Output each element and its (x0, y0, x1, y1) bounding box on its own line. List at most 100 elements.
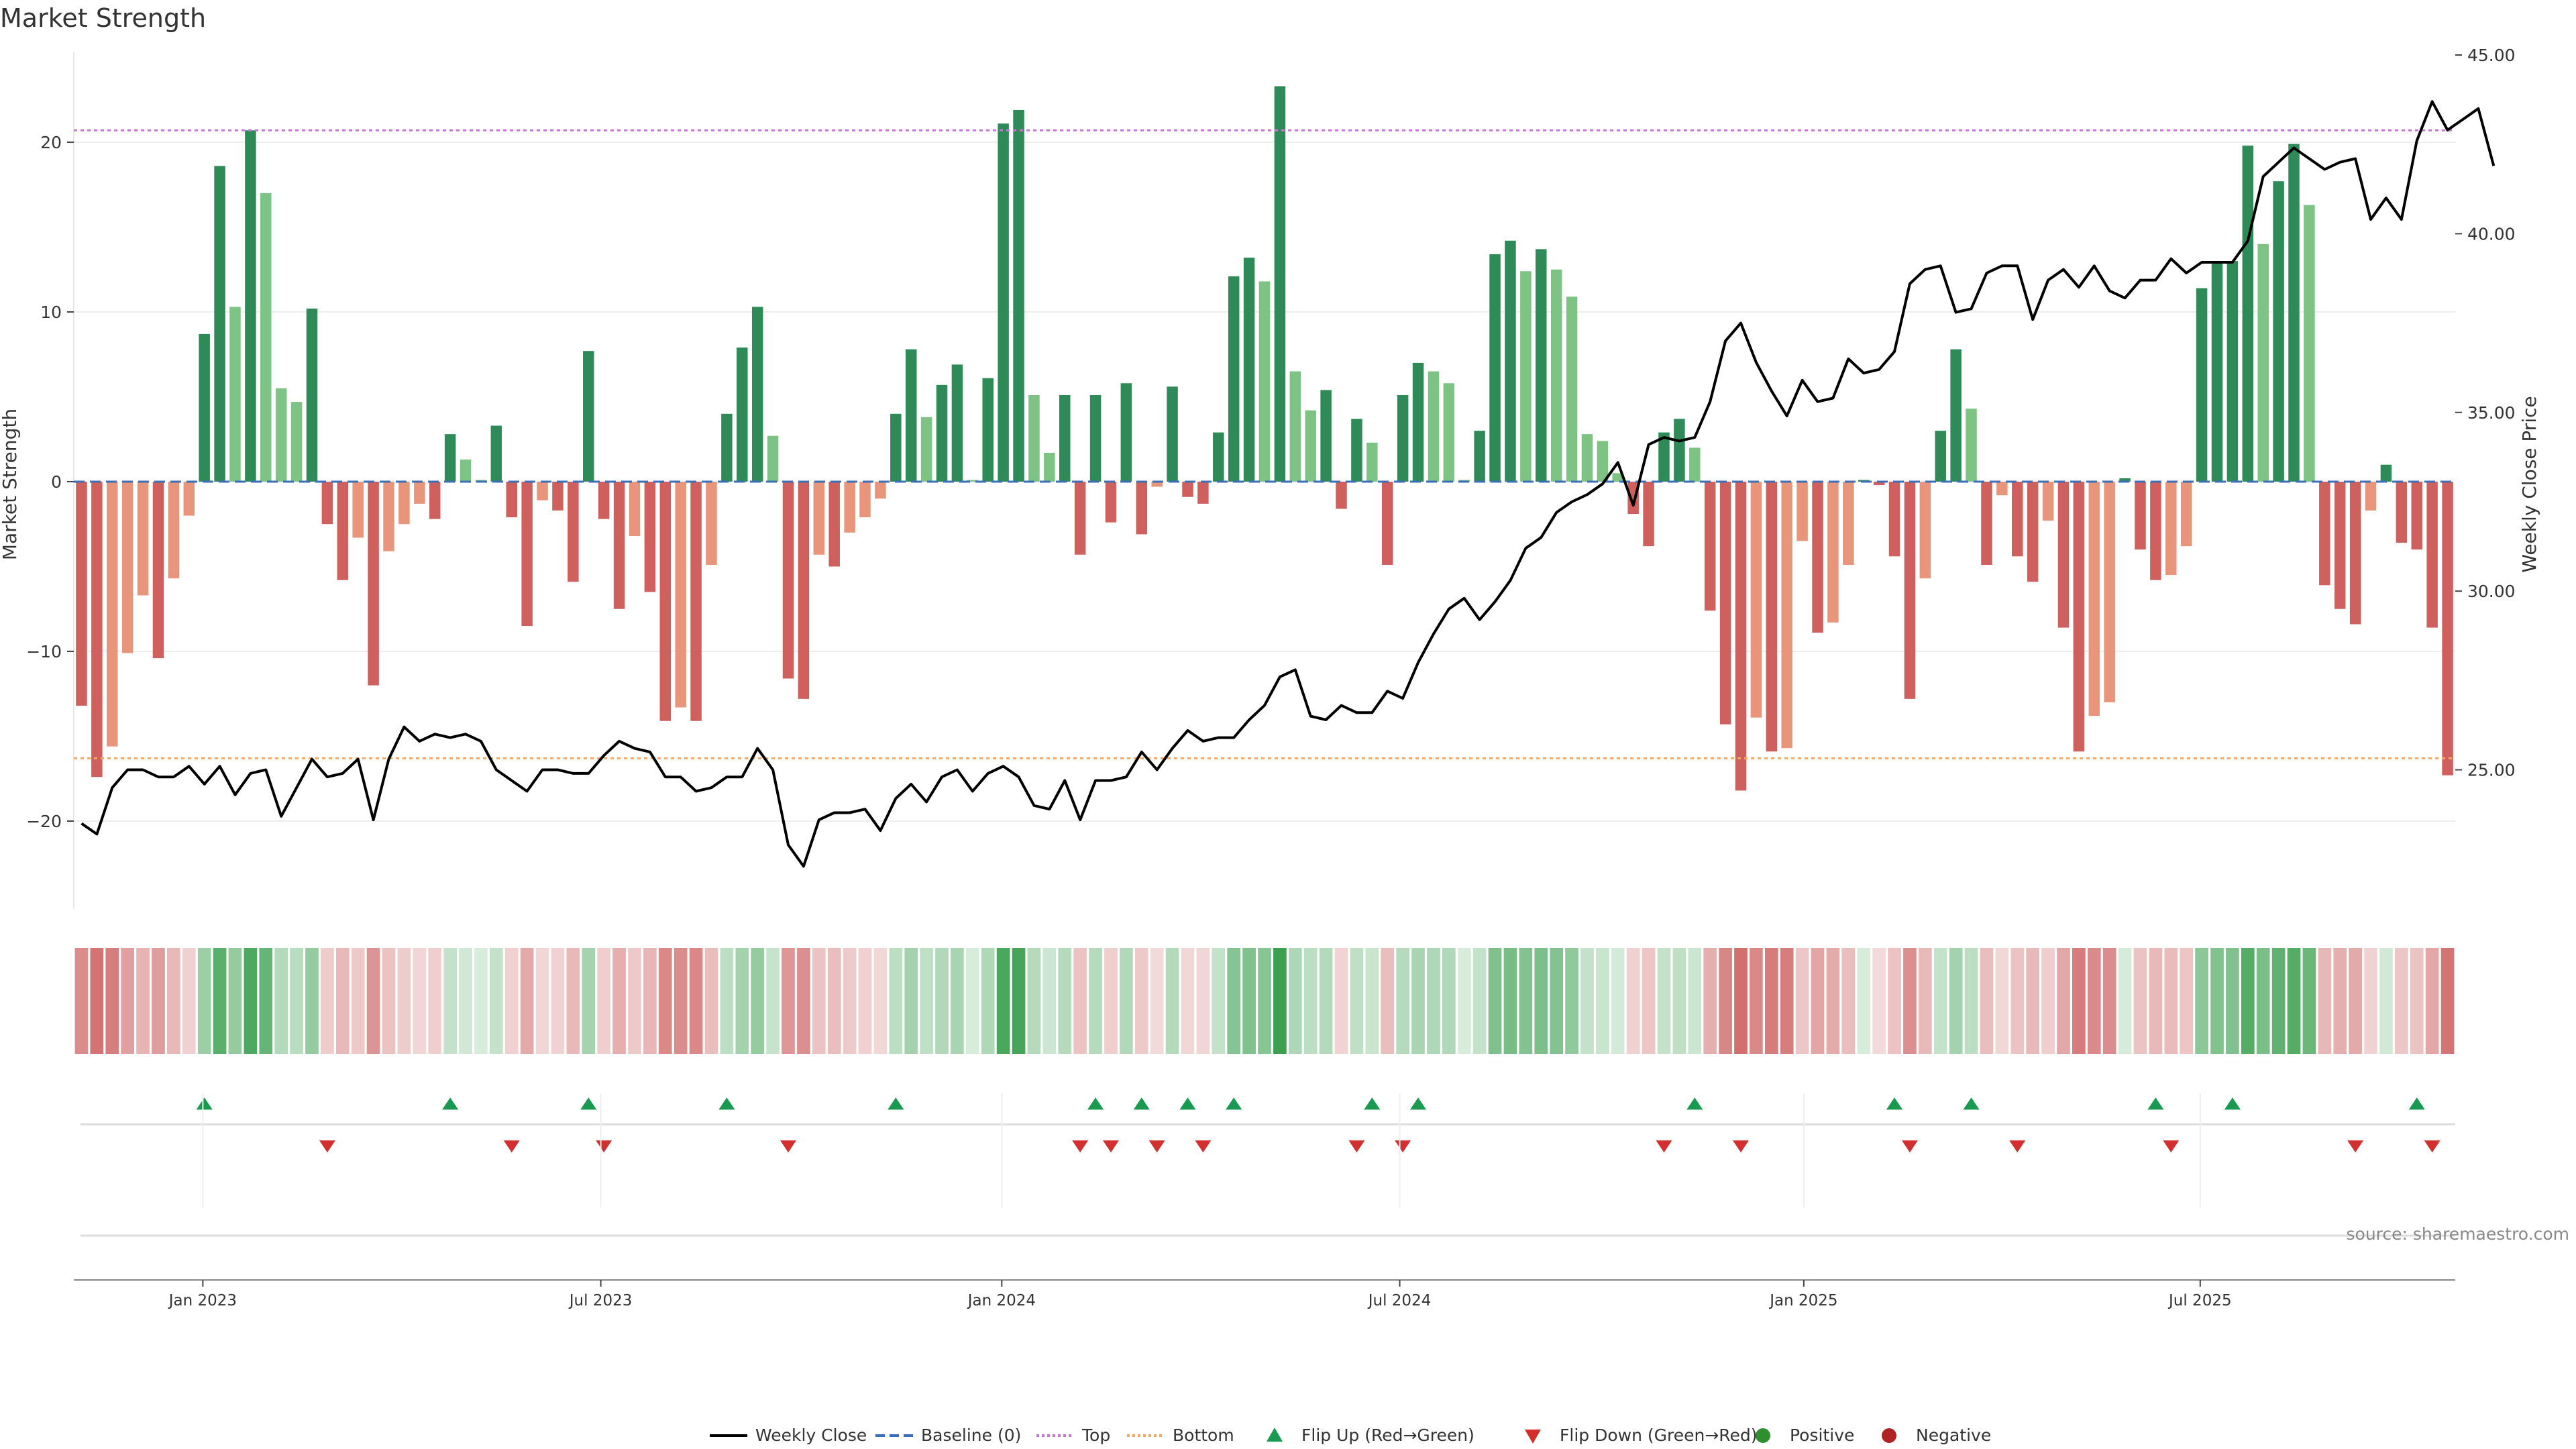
heat-cell (335, 948, 350, 1054)
flip-up-marker (1179, 1097, 1196, 1110)
heat-cell (1196, 948, 1210, 1054)
flip-down-marker (1395, 1140, 1411, 1152)
strength-bar (2288, 144, 2300, 482)
heat-cell (2133, 948, 2147, 1054)
heat-cell (2087, 948, 2101, 1054)
strength-bar (2273, 181, 2284, 482)
heat-cell (643, 948, 657, 1054)
heat-cell (382, 948, 396, 1054)
strength-bar (1643, 482, 1654, 547)
strength-bar (1013, 109, 1024, 482)
heat-cell (1472, 948, 1487, 1054)
weekly-close-path (80, 100, 2496, 868)
strength-bar (1904, 482, 1916, 699)
heat-cell (2440, 948, 2455, 1054)
heat-cell (704, 948, 718, 1054)
heat-cell (689, 948, 703, 1054)
heat-cell (535, 948, 549, 1054)
strength-bar (1750, 482, 1762, 718)
strength-bar (414, 482, 425, 504)
heat-cell (2010, 948, 2025, 1054)
heat-cell (981, 948, 995, 1054)
y2-tick-label: 30.00 (2467, 582, 2516, 601)
heat-cell (2118, 948, 2132, 1054)
y-tick-label: −10 (26, 642, 62, 661)
heat-cell (136, 948, 150, 1054)
strength-bar (1612, 473, 1624, 482)
heat-cell (259, 948, 273, 1054)
strength-bar (2334, 482, 2346, 609)
flip-up-marker (1886, 1097, 1903, 1110)
flip-down-marker (1901, 1140, 1918, 1152)
heat-cell (2287, 948, 2301, 1054)
flip-up-marker (1963, 1097, 1980, 1110)
heat-cell (1288, 948, 1302, 1054)
heat-cell (1672, 948, 1686, 1054)
heat-cell (612, 948, 626, 1054)
heat-cell (2271, 948, 2286, 1054)
strength-bar (1074, 482, 1086, 555)
heat-cell (1918, 948, 1932, 1054)
strength-bar (1812, 482, 1823, 633)
heat-cell (597, 948, 611, 1054)
weekly-close-line (80, 100, 2496, 868)
heat-cell (1488, 948, 1502, 1054)
legend-swatch (1525, 1430, 1541, 1444)
heat-cell (2210, 948, 2224, 1054)
y-axis-title: Market Strength (0, 409, 21, 560)
heat-cell (1503, 948, 1517, 1054)
flip-up-marker (1686, 1097, 1703, 1110)
y2-axis-title: Weekly Close Price (2518, 396, 2540, 572)
strength-bar (2027, 482, 2039, 582)
flip-down-marker (1656, 1140, 1672, 1152)
legend-label: Flip Up (Red→Green) (1301, 1426, 1474, 1445)
heat-cell (2318, 948, 2332, 1054)
strength-bar (737, 347, 748, 482)
flip-down-marker (2424, 1140, 2440, 1152)
strength-bar (1658, 432, 1670, 482)
heat-cell (2394, 948, 2408, 1054)
reference-lines (74, 129, 2455, 759)
heat-cell (2302, 948, 2316, 1054)
strength-bar (1674, 419, 1685, 482)
strength-bar (2365, 482, 2377, 511)
heat-cell (1181, 948, 1195, 1054)
heat-cell (428, 948, 442, 1054)
flip-down-marker (1348, 1140, 1365, 1152)
strength-bar (1182, 482, 1193, 497)
strength-bar (2304, 205, 2315, 482)
strength-bar (598, 482, 610, 519)
heat-cell (321, 948, 334, 1054)
strength-bar (1719, 482, 1731, 724)
y-tick-label: 10 (40, 303, 62, 322)
legend-item: Bottom (1127, 1426, 1234, 1445)
strength-bar (552, 482, 564, 511)
strength-bar (214, 166, 225, 482)
heat-cell (904, 948, 918, 1054)
flip-down-marker (2163, 1140, 2180, 1152)
heat-cell (2425, 948, 2439, 1054)
x-axis: Jan 2023 Jul 2023 Jan 2024 Jul 2024 Jan 2025… (74, 1093, 2455, 1309)
legend-label: Weekly Close (755, 1426, 867, 1445)
strength-bar (2319, 482, 2330, 586)
heat-cell (858, 948, 872, 1054)
x-tick-label: Jul 2024 (1367, 1292, 1432, 1309)
strength-bar (1044, 452, 1055, 482)
legend-item: Weekly Close (710, 1426, 867, 1445)
strength-bar (1305, 410, 1316, 482)
legend-item: Flip Down (Green→Red) (1525, 1426, 1758, 1445)
y-axis-right: 45.00 40.00 35.00 30.00 25.00 (2455, 46, 2516, 780)
strength-bar (337, 482, 349, 580)
flip-down-marker (1072, 1140, 1089, 1152)
heat-cell (658, 948, 672, 1054)
strength-bar (1550, 269, 1562, 482)
strength-bar (183, 482, 195, 516)
heat-cell (90, 948, 104, 1054)
heat-cell (2057, 948, 2070, 1054)
legend: Weekly Close Baseline (0) Top Bottom Flip Up… (710, 1426, 1991, 1445)
heat-cell (1104, 948, 1118, 1054)
strength-bar (828, 482, 840, 567)
flip-down-marker (780, 1140, 796, 1152)
legend-label: Positive (1790, 1426, 1854, 1445)
strength-bar (1766, 482, 1778, 752)
